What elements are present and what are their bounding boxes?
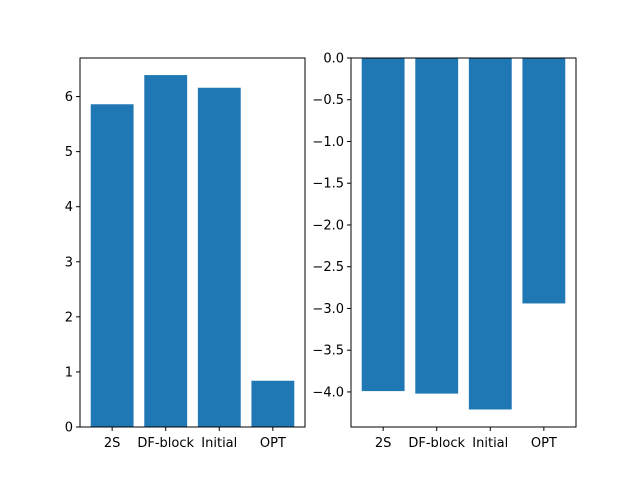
left-axes-frame [79,57,306,428]
left-ytick-label: 1 [65,365,73,380]
left-xtick-label: 2S [104,436,121,451]
right-ytick-label: −2.0 [312,218,344,233]
left-bar-2s [90,104,134,427]
left-ytick-label: 2 [65,310,73,325]
left-xtick-label: Initial [201,436,237,451]
right-ytick-label: −2.5 [312,260,344,275]
left-bar-opt [251,380,295,427]
left-xtick-label: OPT [260,436,286,451]
left-bar-initial [197,87,241,428]
right-bar-2s [361,58,405,392]
left-ytick-label: 0 [65,421,73,436]
right-xtick-label: Initial [472,436,508,451]
right-ytick-label: −0.5 [312,93,344,108]
right-ytick-label: −1.5 [312,177,344,192]
right-xtick-label: DF-block [408,436,465,451]
left-xtick-label: DF-block [137,436,194,451]
right-axes-frame [350,57,577,428]
right-xtick-label: 2S [375,436,392,451]
left-ytick-label: 5 [65,145,73,160]
left-chart: 0 1 2 3 4 5 6 2S DF-block Initial OPT [65,57,306,451]
right-bar-df-block [415,58,459,394]
right-bar-opt [522,58,566,304]
right-ytick-label: 0.0 [323,52,344,67]
right-ytick-label: −4.0 [312,385,344,400]
right-ytick-label: −3.5 [312,344,344,359]
left-ytick-label: 3 [65,255,73,270]
right-ytick-label: −1.0 [312,135,344,150]
left-ytick-label: 6 [65,90,73,105]
right-chart: 0.0 −0.5 −1.0 −1.5 −2.0 −2.5 −3.0 −3.5 −4.0 2S DF-… [312,52,577,451]
left-bar-df-block [144,75,188,427]
right-ytick-label: −3.0 [312,302,344,317]
right-xtick-label: OPT [531,436,557,451]
left-ytick-label: 4 [65,200,73,215]
right-bar-initial [468,58,512,410]
